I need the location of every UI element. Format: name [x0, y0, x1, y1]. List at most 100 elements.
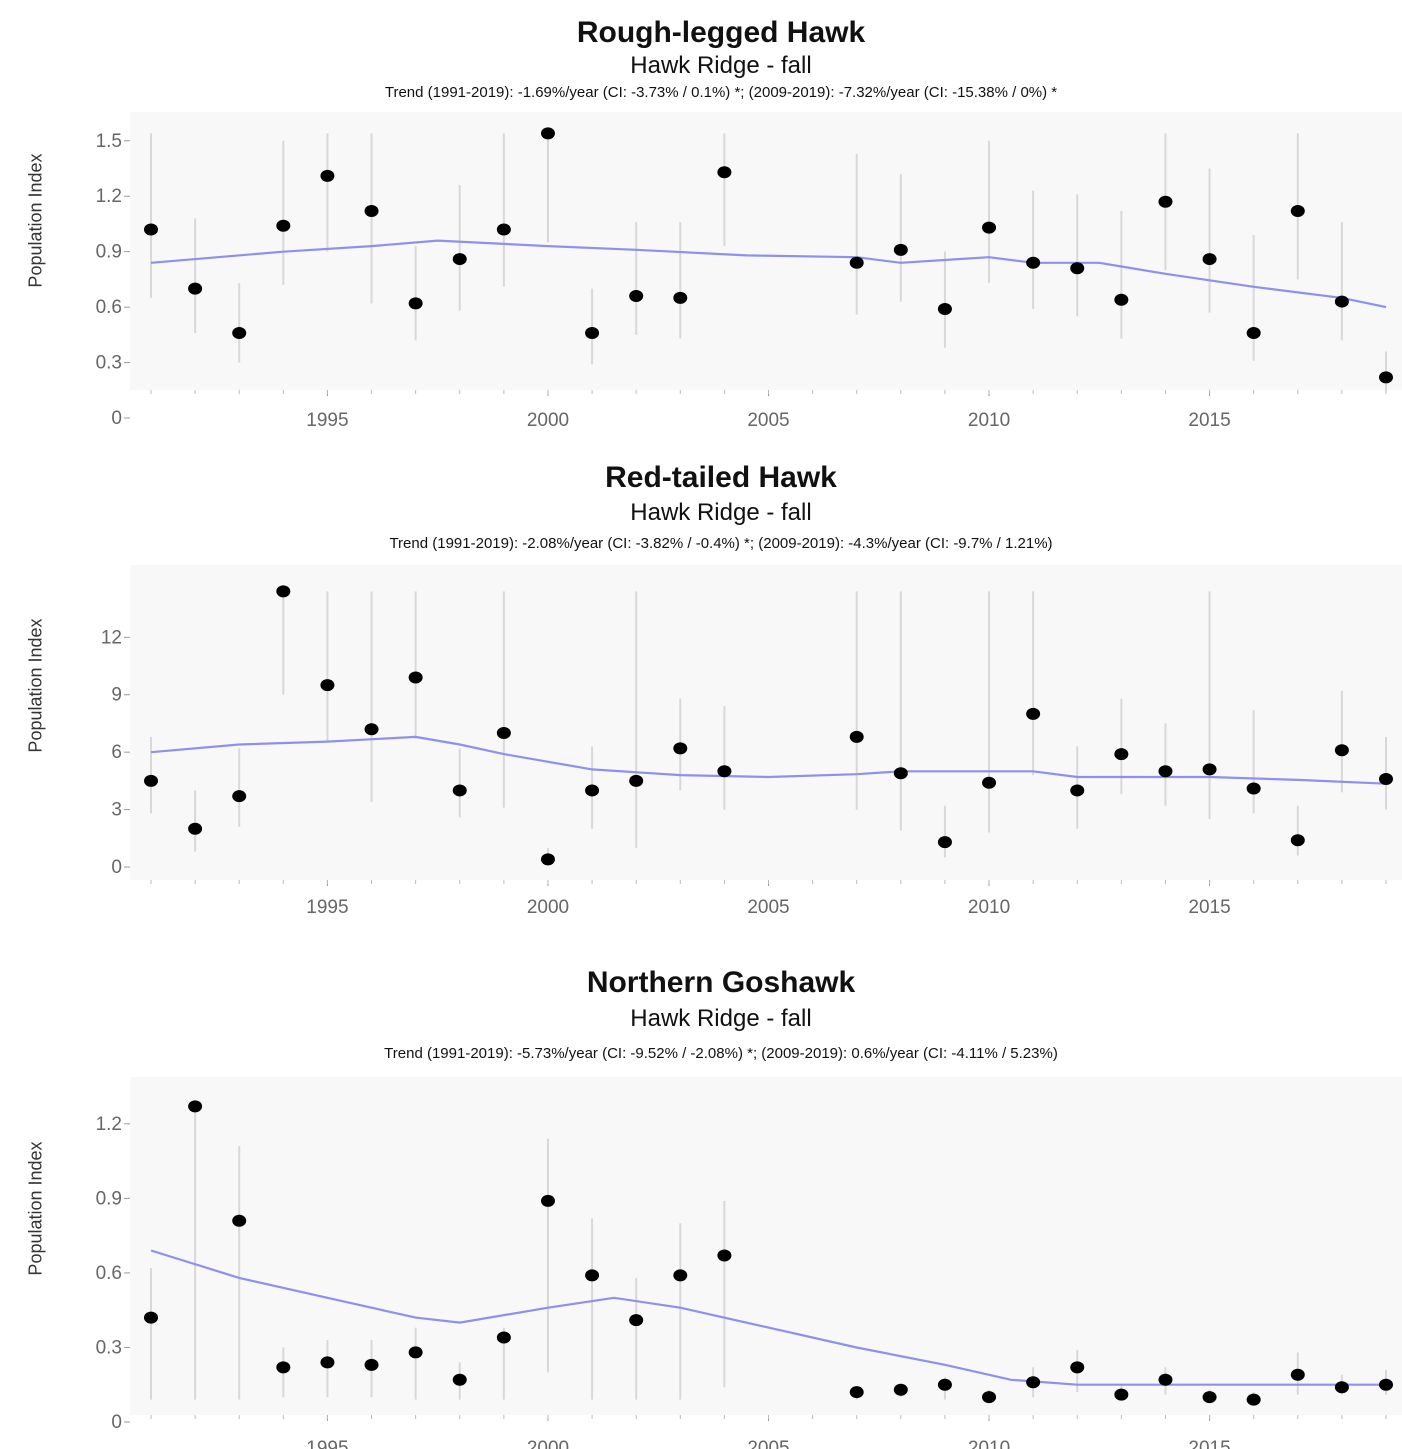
- data-point: [629, 1314, 644, 1327]
- plot-panel: [130, 112, 1402, 390]
- data-point: [1202, 763, 1217, 776]
- data-point: [1379, 371, 1393, 384]
- y-tick-label: 0.9: [96, 1188, 122, 1209]
- data-point: [673, 291, 688, 304]
- data-point: [629, 290, 644, 303]
- data-point: [1290, 205, 1305, 218]
- data-point: [364, 1358, 379, 1371]
- data-point: [717, 166, 732, 179]
- data-point: [893, 767, 908, 780]
- data-point: [982, 1391, 997, 1404]
- x-tick-label: 2000: [527, 1438, 569, 1449]
- data-point: [717, 1249, 732, 1262]
- y-tick-label: 9: [111, 685, 122, 706]
- data-point: [408, 671, 423, 684]
- data-point: [849, 1386, 864, 1399]
- y-tick-label: 0: [111, 857, 122, 878]
- data-point: [276, 1361, 291, 1374]
- data-point: [1246, 782, 1261, 795]
- x-tick-label: 2010: [968, 410, 1010, 431]
- data-point: [232, 326, 247, 339]
- data-point: [144, 223, 158, 236]
- x-tick-label: 1995: [306, 1438, 348, 1449]
- data-point: [452, 784, 467, 797]
- x-tick-label: 2015: [1188, 1438, 1230, 1449]
- y-tick-label: 0: [111, 408, 122, 429]
- y-tick-label: 1.2: [96, 186, 122, 207]
- data-point: [1158, 195, 1173, 208]
- data-point: [1334, 1381, 1349, 1394]
- plot-area: 1995 2000 2005 2010 2015 0 0.3 0.6 0.9 1.2 1.5: [96, 112, 1402, 431]
- x-tick-label: 2010: [968, 897, 1010, 918]
- data-point: [188, 1100, 203, 1113]
- data-point: [585, 1269, 600, 1282]
- data-point: [496, 727, 511, 740]
- data-point: [673, 1269, 688, 1282]
- plot-area: 1995 2000 2005 2010 2015 0 3 6 9 12: [101, 565, 1402, 918]
- data-point: [232, 790, 247, 803]
- data-point: [1158, 765, 1173, 778]
- plot-area: 1995 2000 2005 2010 2015 0 0.3 0.6 0.9 1.2: [96, 1077, 1402, 1449]
- y-tick-label: 0.3: [96, 1337, 122, 1358]
- data-point: [717, 765, 732, 778]
- chart-subtitle: Hawk Ridge - fall: [630, 52, 812, 79]
- data-point: [364, 723, 379, 736]
- data-point: [1158, 1373, 1173, 1386]
- data-point: [1246, 1393, 1261, 1406]
- trend-line: [150, 239, 1387, 309]
- data-point: [496, 1331, 511, 1344]
- data-point: [1246, 326, 1261, 339]
- y-tick-label: 1.2: [96, 1114, 122, 1135]
- chart-title: Red-tailed Hawk: [605, 461, 837, 494]
- data-point: [849, 730, 864, 743]
- data-point: [540, 853, 555, 866]
- plot-panel: [130, 565, 1402, 880]
- x-tick-label: 2000: [527, 410, 569, 431]
- data-point: [849, 256, 864, 269]
- chart-subtitle: Hawk Ridge - fall: [630, 499, 812, 526]
- data-point: [673, 742, 688, 755]
- data-point: [982, 776, 997, 789]
- data-point: [937, 836, 952, 849]
- data-point: [982, 221, 997, 234]
- data-point: [276, 219, 291, 232]
- data-point: [408, 297, 423, 310]
- data-point: [937, 1378, 952, 1391]
- chart-title: Rough-legged Hawk: [576, 16, 866, 49]
- chart-title: Northern Goshawk: [586, 966, 856, 999]
- data-point: [540, 127, 555, 140]
- data-point: [320, 679, 335, 692]
- data-point: [1290, 834, 1305, 847]
- y-tick-label: 0.3: [96, 353, 122, 374]
- data-point: [1114, 1388, 1129, 1401]
- chart-rough-legged-hawk: Rough-legged Hawk Hawk Ridge - fall Tren…: [0, 0, 1402, 440]
- data-point: [1114, 748, 1129, 761]
- chart-trend-text: Trend (1991-2019): -1.69%/year (CI: -3.7…: [384, 84, 1058, 101]
- plot-panel: [130, 1077, 1402, 1415]
- x-tick-label: 2005: [747, 1438, 789, 1449]
- data-point: [937, 302, 952, 315]
- data-point: [1202, 1391, 1217, 1404]
- data-point: [496, 223, 511, 236]
- data-point: [364, 205, 379, 218]
- data-point: [320, 1356, 335, 1369]
- x-tick-label: 2000: [527, 897, 569, 918]
- data-point: [1290, 1368, 1305, 1381]
- data-point: [1202, 253, 1217, 266]
- x-tick-label: 2015: [1188, 410, 1230, 431]
- data-point: [1070, 262, 1085, 275]
- data-point: [893, 243, 908, 256]
- trend-line: [150, 1249, 1386, 1386]
- data-point: [1026, 707, 1041, 720]
- data-point: [1379, 772, 1393, 785]
- x-tick-label: 2005: [747, 410, 789, 431]
- data-point: [1026, 256, 1041, 269]
- x-tick-label: 2005: [747, 897, 789, 918]
- chart-trend-text: Trend (1991-2019): -2.08%/year (CI: -3.8…: [389, 535, 1053, 552]
- chart-northern-goshawk: Northern Goshawk Hawk Ridge - fall Trend…: [0, 950, 1402, 1449]
- data-point: [1334, 295, 1349, 308]
- data-point: [1379, 1378, 1393, 1391]
- data-point: [188, 282, 203, 295]
- data-point: [629, 774, 644, 787]
- data-point: [452, 1373, 467, 1386]
